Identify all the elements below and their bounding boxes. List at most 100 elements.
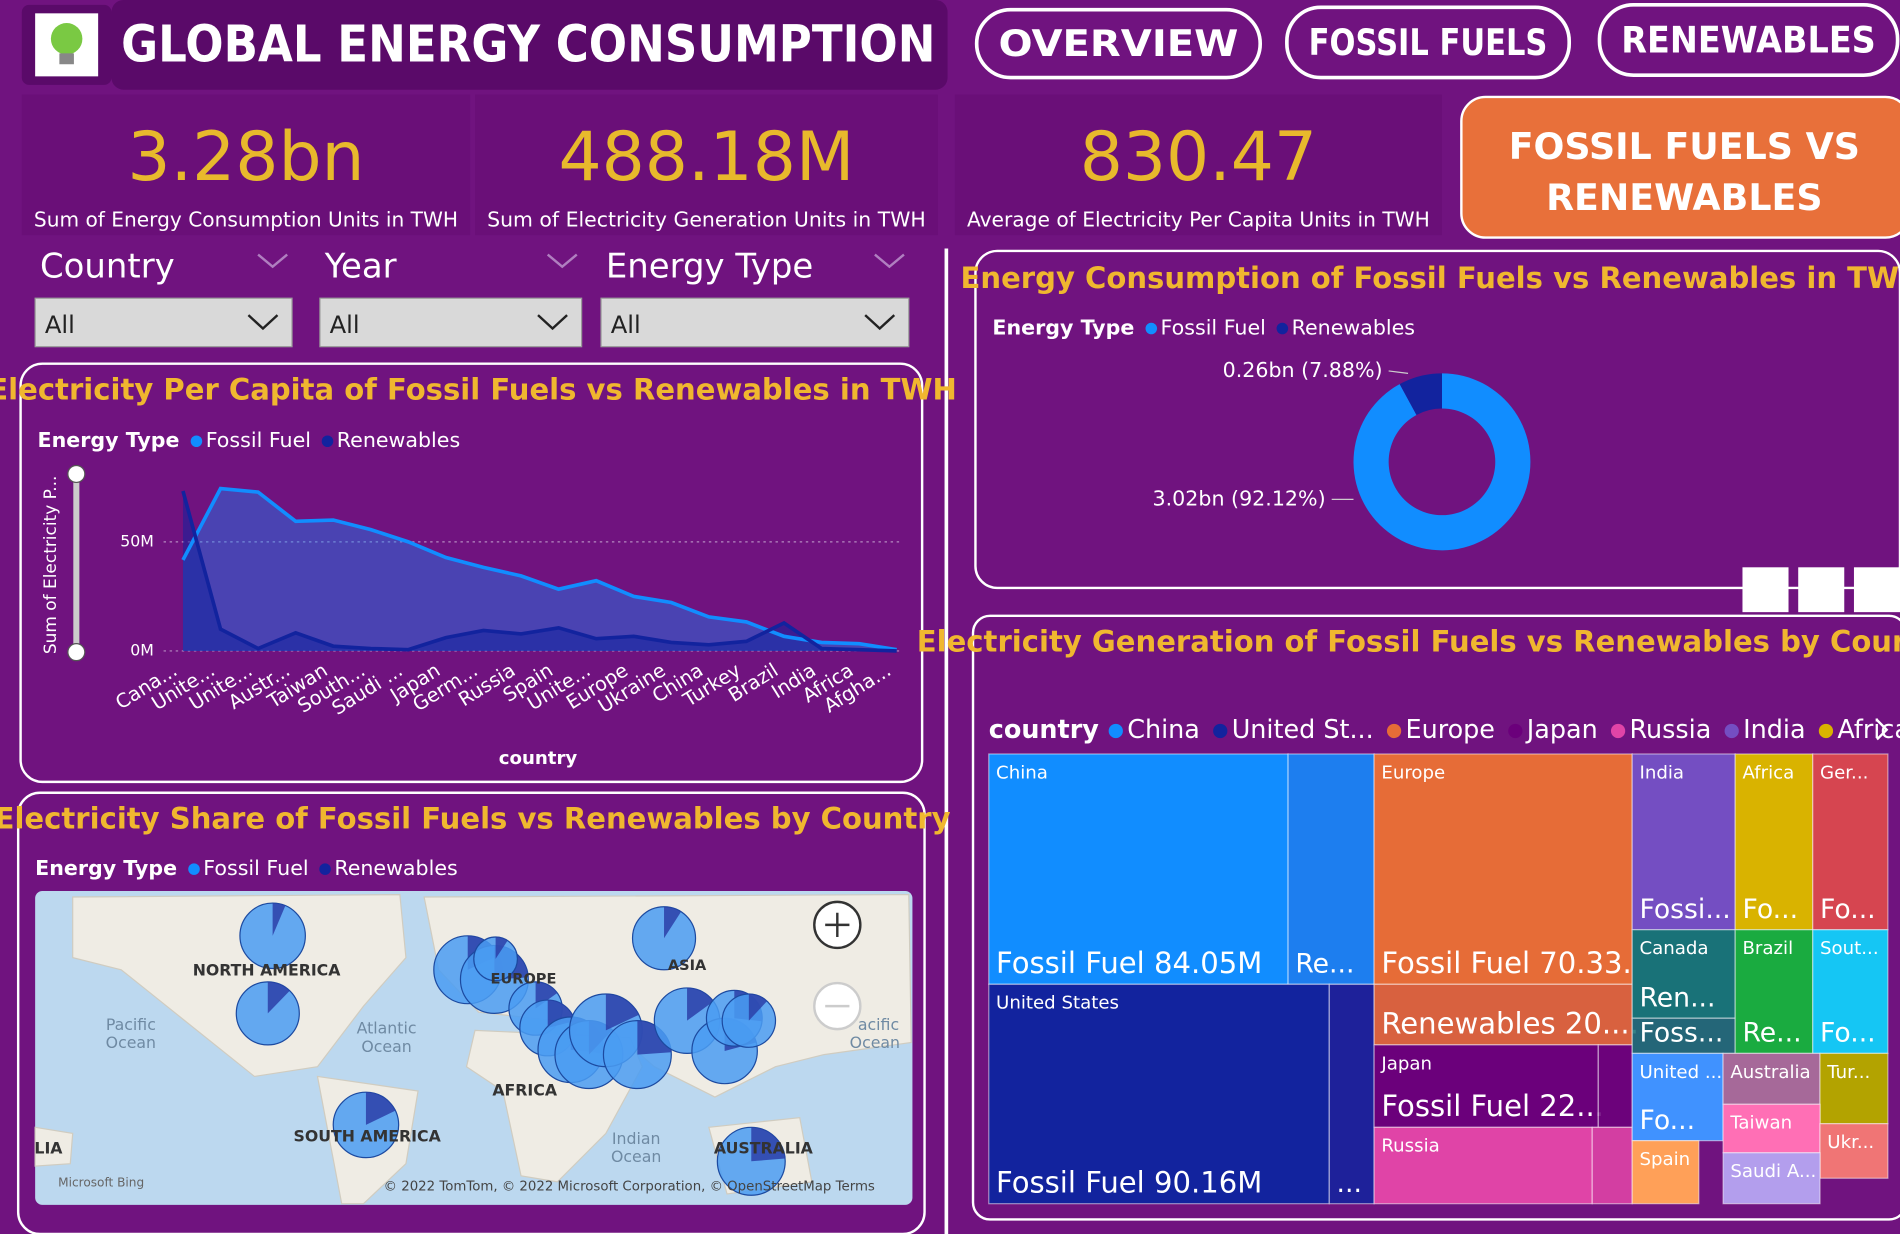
zoom-out[interactable] [813, 981, 862, 1031]
treemap-tile[interactable] [988, 753, 1289, 985]
legend-next[interactable] [1876, 719, 1889, 741]
tile-label: Foss... [1639, 1017, 1723, 1048]
treemap-tile[interactable] [1373, 753, 1633, 985]
slider-handle[interactable] [67, 464, 86, 484]
slider-handle[interactable] [67, 643, 86, 662]
zoom-in[interactable] [813, 900, 862, 950]
dropdown-box[interactable] [319, 297, 583, 348]
tile-label: Re... [1295, 948, 1354, 979]
active-tab-box[interactable] [1460, 95, 1900, 239]
filter-dropdown[interactable]: All [600, 297, 910, 348]
treemap-tile[interactable] [1597, 1044, 1633, 1128]
nav-button-frame[interactable] [974, 7, 1263, 80]
nav-button-label[interactable]: RENEWABLES [1621, 18, 1875, 61]
tile-label: Ren... [1639, 982, 1715, 1013]
y-tick-label: 50M [120, 531, 154, 550]
legend-title: Energy Type [992, 315, 1134, 339]
filter-dropdown[interactable]: All [34, 297, 293, 348]
nav-button[interactable]: OVERVIEW [974, 7, 1263, 80]
map-provider: Microsoft Bing [58, 1176, 144, 1190]
tile-header: Canada [1639, 938, 1708, 959]
dropdown-value[interactable]: All [45, 311, 75, 339]
tile-label: Fossil Fuel 22... [1381, 1089, 1604, 1123]
zoom-in-icon[interactable] [825, 912, 850, 938]
legend-marker [190, 435, 203, 448]
dropdown-chevron[interactable] [247, 314, 279, 331]
treemap-tile[interactable] [1631, 1140, 1700, 1205]
treemap-tile[interactable] [1722, 1052, 1821, 1105]
dropdown-value[interactable]: All [330, 311, 360, 339]
dropdown-box[interactable] [34, 297, 293, 348]
legend-label: India [1743, 715, 1805, 745]
legend-marker [1610, 723, 1626, 739]
nav-button-frame[interactable] [1597, 3, 1900, 77]
treemap-tile[interactable] [1591, 1126, 1633, 1205]
page-tab[interactable] [1742, 567, 1789, 613]
nav-button-label[interactable]: FOSSIL FUELS [1309, 21, 1548, 64]
treemap-tile[interactable] [1631, 929, 1736, 1019]
legend-label: Africa [1837, 715, 1900, 745]
treemap-tile[interactable] [1373, 1044, 1599, 1128]
active-tab-label[interactable]: RENEWABLES [1546, 176, 1822, 219]
map-pie-wedge [605, 993, 639, 1031]
page-tab[interactable] [1853, 567, 1900, 613]
map-label: AFRICA [492, 1080, 557, 1099]
legend-label: United St... [1232, 715, 1374, 745]
map-label: acific [858, 1015, 899, 1034]
tile-label: Fossil Fuel 84.05M [996, 946, 1262, 980]
legend-label: Fossil Fuel [1161, 315, 1266, 339]
map-pie-wedge [687, 987, 714, 1021]
filter-collapse [546, 253, 578, 269]
map-pie-wedge [495, 937, 508, 959]
map-land [72, 893, 407, 1078]
tile-header: United States [996, 993, 1119, 1014]
map-label: AUSTRALIA [714, 1139, 814, 1158]
treemap-tile[interactable] [1373, 1126, 1593, 1205]
page-tab[interactable] [1798, 567, 1845, 613]
dropdown-box[interactable] [600, 297, 910, 348]
dropdown-value[interactable]: All [611, 311, 641, 339]
nav-button-frame[interactable] [1285, 5, 1572, 80]
kpi-value: 3.28bn [127, 118, 364, 197]
nav-button-label[interactable]: OVERVIEW [998, 22, 1238, 65]
dropdown-chevron[interactable] [864, 314, 896, 331]
map-pie-wedge [748, 993, 768, 1021]
map-label: NORTH AMERICA [193, 960, 342, 979]
filter-label: Year [324, 247, 397, 286]
treemap-tile[interactable] [1812, 753, 1889, 931]
active-tab[interactable]: FOSSIL FUELS VS RENEWABLES [1460, 95, 1900, 239]
tile-header: Europe [1381, 762, 1445, 783]
tile-header: Russia [1381, 1136, 1439, 1157]
treemap-tile[interactable] [1631, 1052, 1724, 1142]
nav-button[interactable]: FOSSIL FUELS [1285, 5, 1572, 80]
map-label: Ocean [106, 1033, 156, 1052]
line [181, 486, 897, 652]
nav-button[interactable]: RENEWABLES [1597, 3, 1900, 77]
dropdown-chevron[interactable] [537, 314, 568, 331]
leader-line [1388, 370, 1409, 374]
kpi-card [475, 94, 938, 236]
legend-label: Japan [1525, 715, 1598, 745]
filter-dropdown[interactable]: All [319, 297, 583, 348]
map-label: Atlantic [357, 1019, 417, 1038]
treemap-tile[interactable] [1722, 1152, 1821, 1205]
treemap-tile[interactable] [1734, 929, 1814, 1054]
filter-label: Energy Type [606, 247, 813, 286]
chart-title: Energy Consumption of Fossil Fuels vs Re… [961, 261, 1900, 295]
logo-base [59, 53, 74, 65]
legend-marker [1213, 723, 1228, 739]
filter-collapse [257, 253, 288, 269]
treemap-tile[interactable] [1812, 929, 1889, 1054]
treemap-tile[interactable] [1734, 753, 1814, 931]
treemap-tile[interactable] [1631, 753, 1736, 931]
tile-header: Africa [1742, 762, 1794, 783]
legend-marker [319, 863, 331, 875]
legend-label: Russia [1630, 715, 1712, 745]
map-pie-wedge [664, 906, 682, 939]
treemap-tile[interactable] [1373, 983, 1633, 1046]
treemap-tile[interactable] [1328, 983, 1375, 1205]
treemap-tile[interactable] [1819, 1123, 1889, 1179]
kpi-label: Average of Electricity Per Capita Units … [967, 208, 1430, 232]
treemap-tile[interactable] [1722, 1103, 1821, 1154]
active-tab-label[interactable]: FOSSIL FUELS VS [1509, 125, 1860, 168]
